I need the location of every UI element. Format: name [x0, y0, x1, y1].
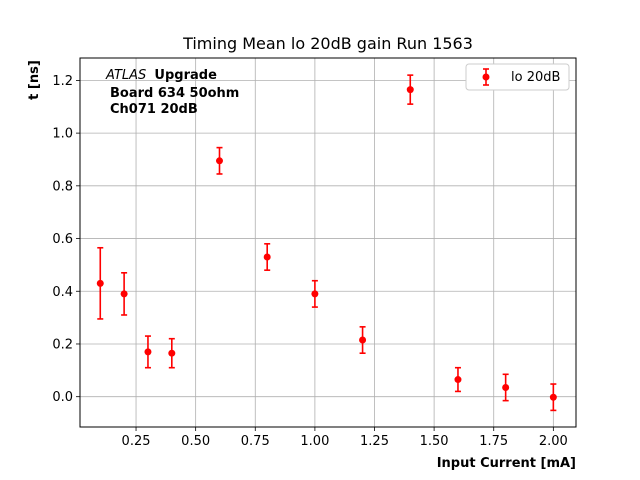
grid	[80, 58, 576, 427]
x-tick-label: 1.25	[360, 434, 389, 449]
atlas-annotation: ATLAS Upgrade Board 634 50ohm Ch071 20dB	[105, 68, 239, 117]
point-marker	[144, 348, 152, 356]
legend-label: lo 20dB	[511, 70, 560, 85]
data-point	[311, 279, 319, 308]
annotation-board: Board 634 50ohm	[110, 86, 239, 101]
x-axis-label: Input Current [mA]	[437, 456, 576, 471]
x-tick-label: 1.75	[479, 434, 508, 449]
point-marker	[549, 393, 557, 401]
annotation-channel: Ch071 20dB	[110, 102, 198, 117]
point-marker	[406, 86, 414, 94]
upgrade-label: Upgrade	[154, 68, 217, 83]
y-tick-label: 1.0	[52, 127, 73, 142]
point-marker	[359, 336, 367, 344]
data-point	[454, 366, 462, 393]
data-point	[144, 335, 152, 369]
data-points	[96, 74, 557, 412]
point-marker	[96, 279, 104, 287]
plot-frame	[79, 57, 577, 428]
point-marker	[168, 349, 176, 357]
y-tick-label: 0.8	[52, 179, 73, 194]
data-point	[263, 243, 271, 271]
x-tick-label: 1.50	[420, 434, 449, 449]
data-point	[406, 74, 414, 105]
legend: lo 20dB	[465, 63, 570, 91]
x-tick-label: 0.50	[181, 434, 210, 449]
data-point	[96, 246, 104, 320]
y-tick-label: 0.4	[52, 285, 73, 300]
point-marker	[311, 290, 319, 298]
chart-title: Timing Mean lo 20dB gain Run 1563	[182, 34, 473, 53]
point-marker	[502, 383, 510, 391]
data-point	[120, 272, 128, 316]
x-tick-label: 0.75	[241, 434, 270, 449]
x-tick-label: 1.00	[300, 434, 329, 449]
data-point	[549, 383, 557, 412]
point-marker	[216, 157, 223, 165]
data-point	[502, 373, 510, 402]
y-tick-label: 0.6	[52, 232, 73, 247]
x-tick-label: 2.00	[539, 434, 568, 449]
atlas-label: ATLAS	[105, 68, 146, 83]
legend-box	[465, 63, 570, 91]
point-marker	[120, 290, 128, 298]
point-marker	[454, 376, 462, 384]
legend-marker	[482, 73, 490, 81]
y-tick-label: 1.2	[52, 74, 73, 89]
data-point	[168, 337, 176, 369]
point-marker	[263, 253, 271, 261]
x-tick-label: 0.25	[122, 434, 151, 449]
data-point	[359, 326, 367, 355]
x-axis-ticks: 0.25 0.50 0.75 1.00 1.25 1.50 1.75 2.00	[122, 427, 568, 449]
y-axis-label: t [ns]	[27, 60, 42, 100]
data-point	[216, 146, 223, 175]
y-tick-label: 0.0	[52, 390, 73, 405]
svg-text:ATLAS Upgrade: ATLAS Upgrade	[105, 68, 217, 83]
y-axis-ticks: 0.0 0.2 0.4 0.6 0.8 1.0 1.2	[52, 74, 80, 405]
y-tick-label: 0.2	[52, 337, 73, 352]
